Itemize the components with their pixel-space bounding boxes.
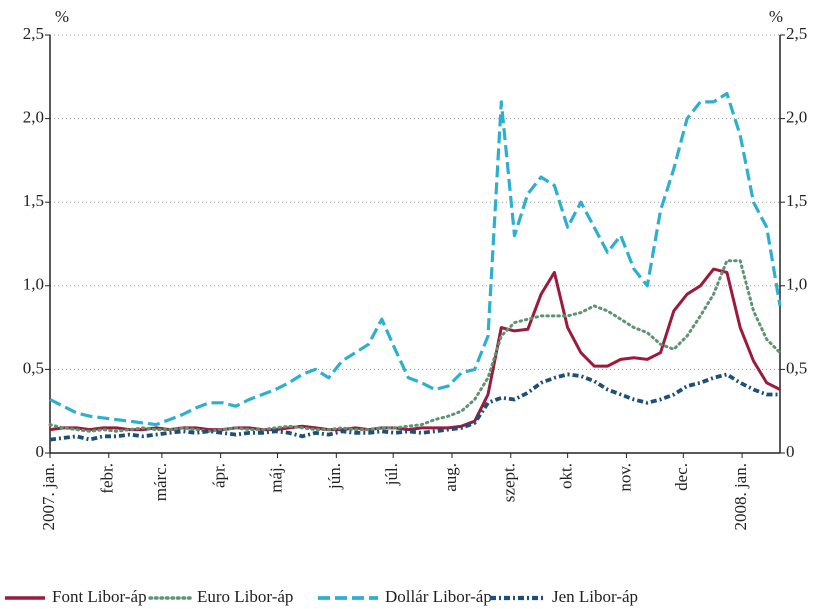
y2-tick-label: 0,5 <box>786 358 807 377</box>
y-tick-label: 1,0 <box>23 275 44 294</box>
x-tick-label: 2007. jan. <box>39 463 58 531</box>
x-tick-label: dec. <box>672 463 691 491</box>
x-tick-label: ápr. <box>210 463 229 488</box>
x-tick-label: máj. <box>266 463 285 493</box>
legend-label: Dollár Libor-áp <box>385 587 492 606</box>
y-tick-label: 0,5 <box>23 358 44 377</box>
x-tick-label: márc. <box>151 463 170 501</box>
legend-label: Euro Libor-áp <box>197 587 293 606</box>
series-line <box>49 91 782 427</box>
y-tick-label: 2,5 <box>23 24 44 43</box>
y2-axis-label: % <box>769 7 783 26</box>
y2-tick-label: 2,5 <box>786 24 807 43</box>
y-tick-label: 0 <box>36 442 45 461</box>
y2-tick-label: 1,0 <box>786 275 807 294</box>
series-line <box>48 259 782 433</box>
legend-label: Jen Libor-áp <box>552 587 638 606</box>
x-tick-label: nov. <box>615 463 634 492</box>
x-tick-label: júl. <box>382 463 401 486</box>
series-line <box>49 372 780 442</box>
x-tick-label: szept. <box>500 463 519 502</box>
y2-tick-label: 1,5 <box>786 191 807 210</box>
x-tick-label: febr. <box>98 463 117 494</box>
x-tick-label: 2008. jan. <box>731 463 750 531</box>
y2-tick-label: 2,0 <box>786 108 807 127</box>
x-tick-label: jún. <box>325 463 344 490</box>
y2-tick-label: 0 <box>786 442 795 461</box>
x-tick-label: aug. <box>441 463 460 492</box>
y-tick-label: 2,0 <box>23 108 44 127</box>
y-tick-label: 1,5 <box>23 191 44 210</box>
x-tick-label: okt. <box>557 463 576 489</box>
y-axis-label: % <box>55 7 69 26</box>
legend-label: Font Libor-áp <box>52 587 147 606</box>
